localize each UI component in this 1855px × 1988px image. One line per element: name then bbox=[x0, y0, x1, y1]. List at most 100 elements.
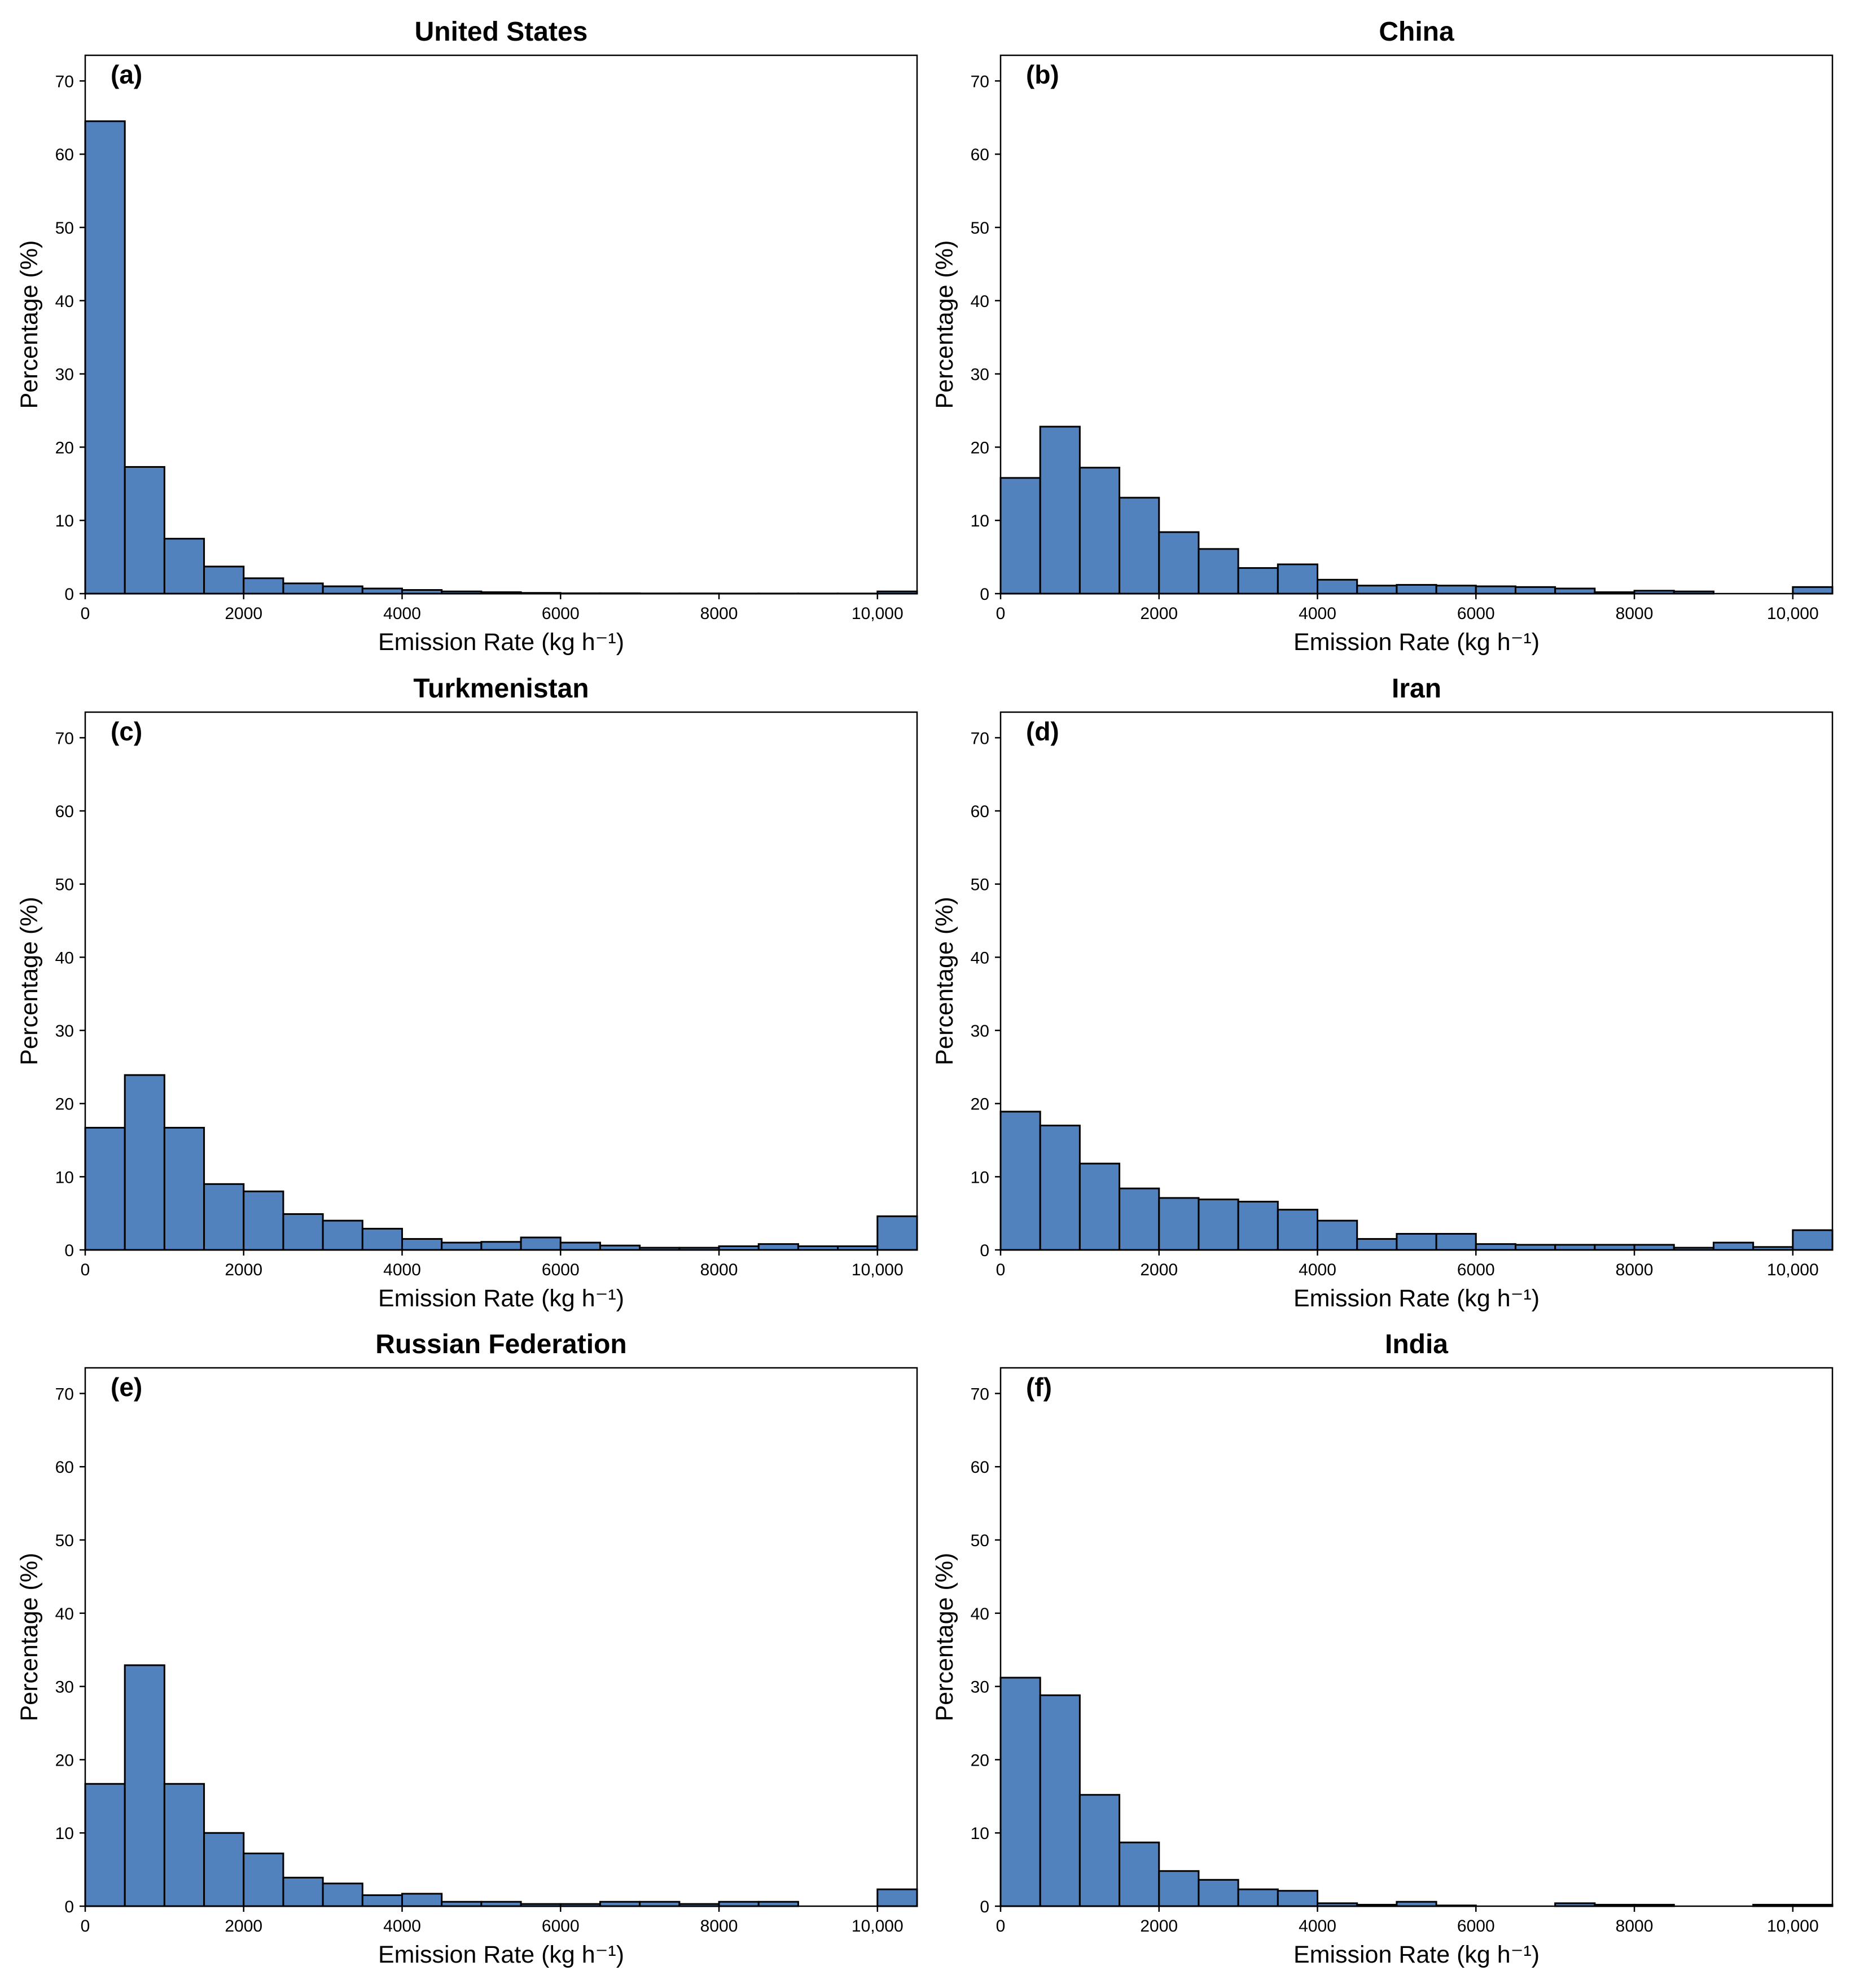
histogram-bar bbox=[1237, 1200, 1279, 1251]
y-tick-label: 60 bbox=[971, 146, 989, 164]
histogram-bar bbox=[1317, 578, 1358, 595]
histogram-bar bbox=[1078, 467, 1121, 595]
histogram-bar bbox=[1475, 585, 1516, 595]
histogram-bar bbox=[124, 1074, 165, 1251]
panel-label: (e) bbox=[111, 1372, 142, 1402]
histogram-bar bbox=[1198, 1879, 1239, 1907]
histogram-bar bbox=[282, 582, 324, 595]
y-tick-label: 30 bbox=[971, 1022, 989, 1041]
histogram-bar bbox=[480, 1241, 522, 1251]
y-tick-label: 10 bbox=[971, 512, 989, 530]
histogram-bar bbox=[203, 565, 245, 595]
y-tick-label: 10 bbox=[971, 1168, 989, 1187]
panel-label: (f) bbox=[1026, 1372, 1052, 1402]
y-tick-label: 30 bbox=[55, 1022, 74, 1041]
x-tick-label: 8000 bbox=[1616, 1917, 1654, 1936]
y-tick-label: 70 bbox=[55, 1385, 74, 1403]
histogram-bar bbox=[243, 1190, 284, 1251]
histogram-bar bbox=[361, 1227, 404, 1251]
y-tick-label: 50 bbox=[55, 219, 74, 238]
x-tick-label: 2000 bbox=[1140, 604, 1178, 623]
histogram-bar bbox=[1712, 1241, 1755, 1251]
y-tick-label: 70 bbox=[971, 72, 989, 91]
y-tick-label: 60 bbox=[55, 802, 74, 821]
panel-title: Iran bbox=[1392, 674, 1441, 704]
panel-title: United States bbox=[415, 17, 588, 47]
histogram-bar bbox=[441, 1241, 483, 1251]
histogram-bar bbox=[84, 1126, 126, 1251]
histogram-bar bbox=[1158, 1197, 1200, 1251]
y-axis-label: Percentage (%) bbox=[931, 1553, 958, 1722]
x-axis-label: Emission Rate (kg h⁻¹) bbox=[1293, 1285, 1540, 1312]
histogram-bar bbox=[1277, 1209, 1319, 1251]
x-tick-label: 2000 bbox=[1140, 1917, 1178, 1936]
histogram-bar bbox=[1792, 586, 1834, 595]
y-tick-label: 50 bbox=[971, 219, 989, 238]
x-tick-label: 10,000 bbox=[852, 604, 904, 623]
y-tick-label: 0 bbox=[64, 585, 74, 604]
histogram-bar bbox=[1277, 1890, 1319, 1907]
panel-title: China bbox=[1379, 17, 1454, 47]
x-tick-label: 0 bbox=[996, 1917, 1006, 1936]
histogram-bar bbox=[203, 1832, 245, 1907]
y-tick-label: 60 bbox=[971, 1458, 989, 1477]
x-tick-label: 4000 bbox=[1299, 1261, 1336, 1279]
y-axis-label: Percentage (%) bbox=[931, 240, 958, 409]
x-tick-label: 8000 bbox=[700, 1261, 738, 1279]
y-tick-label: 70 bbox=[971, 729, 989, 748]
x-tick-label: 8000 bbox=[700, 1917, 738, 1936]
panel-label: (d) bbox=[1026, 717, 1059, 746]
y-tick-label: 60 bbox=[55, 1458, 74, 1477]
histogram-bar bbox=[361, 1894, 404, 1907]
y-tick-label: 50 bbox=[55, 1531, 74, 1550]
histogram-bar bbox=[520, 1236, 562, 1251]
panel-title: Turkmenistan bbox=[413, 674, 589, 704]
y-tick-label: 40 bbox=[55, 292, 74, 311]
y-tick-label: 20 bbox=[971, 1095, 989, 1114]
y-tick-label: 10 bbox=[55, 512, 74, 530]
histogram-bar bbox=[84, 1783, 126, 1907]
axes-frame bbox=[999, 1367, 1834, 1907]
x-tick-label: 2000 bbox=[1140, 1261, 1178, 1279]
y-tick-label: 30 bbox=[55, 366, 74, 384]
y-tick-label: 40 bbox=[971, 949, 989, 967]
y-axis-label: Percentage (%) bbox=[931, 897, 958, 1065]
panel-label: (c) bbox=[111, 717, 142, 746]
histogram-bar bbox=[282, 1876, 324, 1907]
histogram-bar bbox=[243, 577, 284, 595]
histogram-bar bbox=[1356, 585, 1398, 595]
panel-title: Russian Federation bbox=[375, 1329, 626, 1359]
histogram-bar bbox=[1119, 497, 1160, 595]
histogram-bar bbox=[999, 477, 1041, 595]
histogram-bar bbox=[1277, 563, 1319, 595]
axes-frame bbox=[84, 711, 918, 1251]
x-tick-label: 6000 bbox=[542, 1261, 580, 1279]
x-tick-label: 0 bbox=[996, 604, 1006, 623]
histogram-bar bbox=[243, 1853, 284, 1907]
y-tick-label: 60 bbox=[55, 146, 74, 164]
histogram-bar bbox=[1594, 1244, 1635, 1251]
chart-panel-2: 0 2000 4000 6000 8000 10,000 0 10 20 30 40 50 60 70 Tu… bbox=[16, 674, 918, 1312]
y-tick-label: 0 bbox=[64, 1898, 74, 1916]
histogram-bar bbox=[322, 1219, 363, 1251]
histogram-bar bbox=[1317, 1219, 1358, 1251]
histogram-bar bbox=[1237, 1888, 1279, 1907]
y-axis-label: Percentage (%) bbox=[16, 240, 43, 409]
histogram-bar bbox=[163, 1126, 205, 1251]
x-tick-label: 8000 bbox=[1616, 1261, 1654, 1279]
x-tick-label: 0 bbox=[996, 1261, 1006, 1279]
histogram-bar bbox=[1237, 567, 1279, 595]
x-axis-label: Emission Rate (kg h⁻¹) bbox=[378, 629, 624, 656]
histogram-bar bbox=[1119, 1841, 1160, 1907]
histogram-bar bbox=[1396, 1232, 1437, 1251]
histogram-bar bbox=[1475, 1243, 1516, 1251]
y-axis-label: Percentage (%) bbox=[16, 1553, 43, 1722]
x-tick-label: 2000 bbox=[225, 604, 262, 623]
y-tick-label: 0 bbox=[64, 1241, 74, 1260]
histogram-bar bbox=[163, 1783, 205, 1907]
x-tick-label: 10,000 bbox=[852, 1917, 904, 1936]
chart-panel-0: 0 2000 4000 6000 8000 10,000 0 10 20 30 40 50 60 70 Un… bbox=[16, 17, 918, 656]
y-tick-label: 50 bbox=[971, 1531, 989, 1550]
x-tick-label: 10,000 bbox=[1767, 604, 1819, 623]
histogram-bar bbox=[1514, 1244, 1556, 1251]
